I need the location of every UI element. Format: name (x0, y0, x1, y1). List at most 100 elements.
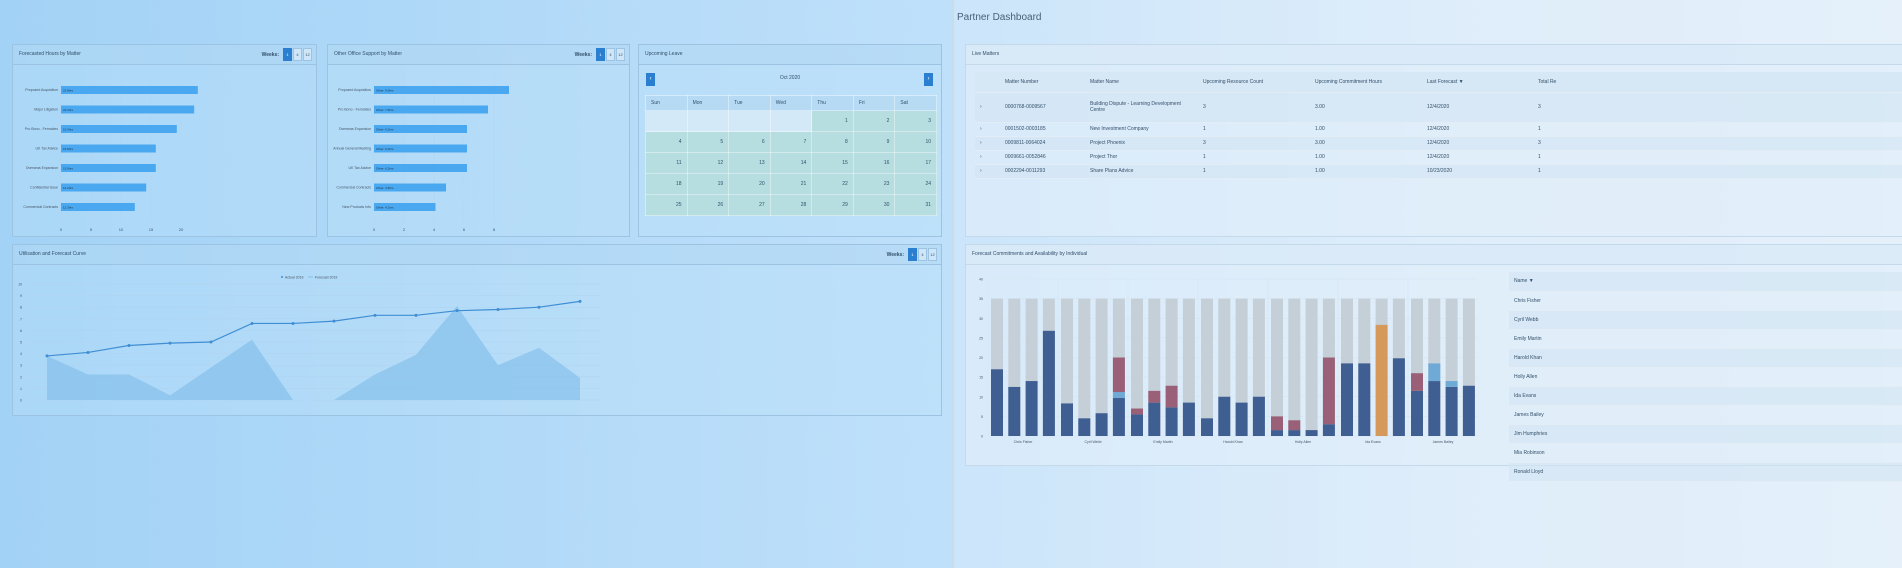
column-header[interactable]: Upcoming Resource Count (1198, 72, 1310, 93)
calendar-day[interactable]: 13 (728, 152, 771, 174)
names-row[interactable]: James Bailey (1509, 405, 1902, 425)
name-cell: Holly Allen (1509, 367, 1902, 387)
names-row[interactable]: Harold Khan (1509, 348, 1902, 368)
commitment-segment (1095, 413, 1108, 436)
calendar-day[interactable]: 2 (852, 110, 896, 132)
calendar-day[interactable]: 1 (811, 110, 854, 132)
weeks-1-button[interactable]: 1 (908, 248, 917, 261)
names-row[interactable]: Jim Humphries (1509, 424, 1902, 444)
calendar-day[interactable]: 10 (894, 131, 937, 153)
calendar-day[interactable]: 31 (894, 194, 937, 216)
table-row[interactable]: › 0002294-0011293 Share Plans Advice 1 1.00 1… (975, 164, 1902, 179)
calendar-day[interactable] (686, 110, 730, 132)
weeks-label: Weeks: (261, 51, 279, 58)
calendar-day[interactable]: 22 (811, 173, 854, 195)
commitment-segment (1375, 324, 1388, 436)
weeks-selector: Weeks: 1 4 12 (262, 48, 312, 61)
category-label: Confidential Issue (30, 186, 58, 190)
x-tick-label: 5 (90, 227, 93, 232)
commitment-segment (1078, 418, 1091, 436)
names-row[interactable]: Ronald Lloyd (1509, 462, 1902, 482)
calendar-day[interactable]: 11 (645, 152, 688, 174)
individuals-table: Name ▼ Chris Fisher Cyril Webb Emily Martin… (1509, 272, 1902, 482)
calendar-day[interactable]: 25 (645, 194, 688, 216)
weeks-12-button[interactable]: 12 (928, 248, 937, 261)
calendar-day[interactable]: 24 (894, 173, 937, 195)
weeks-12-button[interactable]: 12 (616, 48, 625, 61)
weeks-4-button[interactable]: 4 (918, 248, 927, 261)
names-row[interactable]: Mia Robinson (1509, 443, 1902, 463)
x-tick-label: 2 (403, 227, 406, 232)
calendar-day[interactable]: 5 (686, 131, 730, 153)
expand-icon: › (975, 150, 1000, 165)
bar-data-label: Other: 4.1hrs (376, 206, 394, 210)
chevron-left-icon: ‹ (649, 76, 652, 82)
table-row[interactable]: › 0009811-0064024 Project Phoenix 3 3.00 12/4… (975, 136, 1902, 151)
y-tick-label: 30 (979, 317, 983, 321)
calendar-day[interactable]: 21 (769, 173, 813, 195)
commitment-segment (1218, 396, 1231, 436)
weeks-1-button[interactable]: 1 (283, 48, 292, 61)
calendar-day[interactable] (769, 110, 813, 132)
bar-data-label: Other: 6.2hrs (376, 147, 394, 151)
data-point (168, 341, 172, 345)
column-header[interactable]: Name ▼ (1509, 272, 1902, 292)
calendar-day[interactable]: 19 (686, 173, 730, 195)
name-cell: Ida Evans (1509, 386, 1902, 406)
y-tick-label: 4 (20, 352, 22, 356)
calendar-day[interactable]: 16 (852, 152, 896, 174)
table-cell: 1 (1533, 150, 1902, 165)
table-cell: 10/23/2020 (1422, 164, 1533, 179)
column-header[interactable]: Total Re (1533, 72, 1902, 93)
calendar-day[interactable]: 6 (728, 131, 771, 153)
calendar-day[interactable]: 23 (852, 173, 896, 195)
names-row[interactable]: Ida Evans (1509, 386, 1902, 406)
commitment-segment (1252, 396, 1265, 436)
table-cell: 1 (1533, 122, 1902, 137)
commitment-segment (1411, 373, 1423, 391)
calendar-day[interactable]: 28 (769, 194, 813, 216)
calendar-day[interactable]: 20 (728, 173, 771, 195)
prev-month-button[interactable]: ‹ (646, 73, 655, 86)
next-month-button[interactable]: › (924, 73, 933, 86)
commitments-chart: 0 5 10 15 20 25 30 35 40 Chris Fisher Cyril Webb Em… (979, 278, 1478, 444)
category-label: New Products Info (342, 205, 371, 209)
calendar-day[interactable]: 15 (811, 152, 854, 174)
y-tick-label: 20 (979, 356, 983, 360)
bar-data-label: 22.2hrs (63, 108, 74, 112)
calendar-day[interactable]: 18 (645, 173, 688, 195)
names-row[interactable]: Chris Fisher (1509, 291, 1902, 311)
names-row[interactable]: Emily Martin (1509, 329, 1902, 349)
weeks-4-button[interactable]: 4 (606, 48, 615, 61)
commitment-segment (1271, 416, 1283, 431)
table-row[interactable]: › 0000768-0009567 Building Dispute - Learn… (975, 92, 1902, 123)
bar (61, 105, 195, 114)
column-header[interactable]: Matter Number (1000, 72, 1085, 93)
name-cell: Ronald Lloyd (1509, 462, 1902, 482)
panel-title: Forecasted Hours by Matter (19, 51, 81, 57)
table-row[interactable]: › 0001502-0003185 New Investment Company 1 1… (975, 122, 1902, 137)
weeks-4-button[interactable]: 4 (293, 48, 302, 61)
weeks-1-button[interactable]: 1 (596, 48, 605, 61)
column-header[interactable]: Matter Name (1085, 72, 1198, 93)
calendar-day[interactable]: 17 (894, 152, 937, 174)
calendar-day[interactable]: 29 (811, 194, 854, 216)
table-cell: Project Phoenix (1085, 136, 1198, 151)
x-tick-label: 6 (463, 227, 466, 232)
column-header[interactable]: Last Forecast ▼ (1422, 72, 1533, 93)
commitment-segment (1271, 430, 1283, 436)
calendar-day[interactable]: 30 (852, 194, 896, 216)
table-row[interactable]: › 0009661-0052846 Project Thor 1 1.00 12/4/20… (975, 150, 1902, 165)
names-row[interactable]: Cyril Webb (1509, 310, 1902, 330)
name-cell: Harold Khan (1509, 348, 1902, 368)
column-header[interactable]: Upcoming Commitment Hours (1310, 72, 1422, 93)
data-point (127, 343, 131, 347)
weeks-12-button[interactable]: 12 (303, 48, 312, 61)
calendar-day[interactable]: 26 (686, 194, 730, 216)
names-row[interactable]: Holly Allen (1509, 367, 1902, 387)
bar (374, 125, 467, 133)
calendar-day[interactable]: 4 (645, 131, 688, 153)
bar-data-label: 15.8hrs (63, 167, 74, 171)
utilisation-chart: 0 1 2 3 4 5 6 7 8 9 10 Actual 2019 Forecast 2019 (18, 276, 600, 403)
